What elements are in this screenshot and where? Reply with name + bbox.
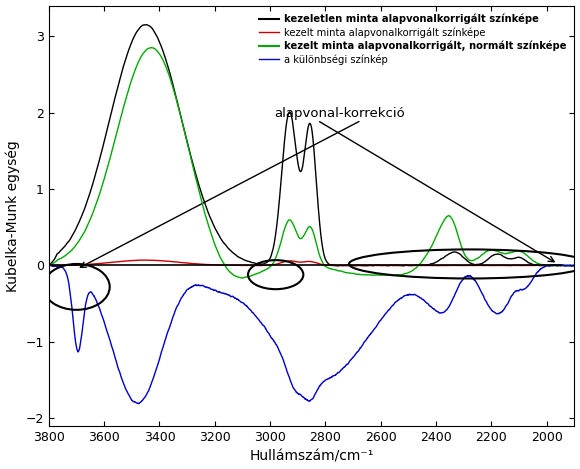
Legend: kezeletlen minta alapvonalkorrigált színképe, kezelt minta alapvonalkorrigált sz: kezeletlen minta alapvonalkorrigált szín… [256,11,570,68]
Text: alapvonal-korrekció: alapvonal-korrekció [274,107,405,120]
Y-axis label: Kubelka-Munk egység: Kubelka-Munk egység [6,140,20,292]
X-axis label: Hullámszám/cm⁻¹: Hullámszám/cm⁻¹ [249,449,374,463]
